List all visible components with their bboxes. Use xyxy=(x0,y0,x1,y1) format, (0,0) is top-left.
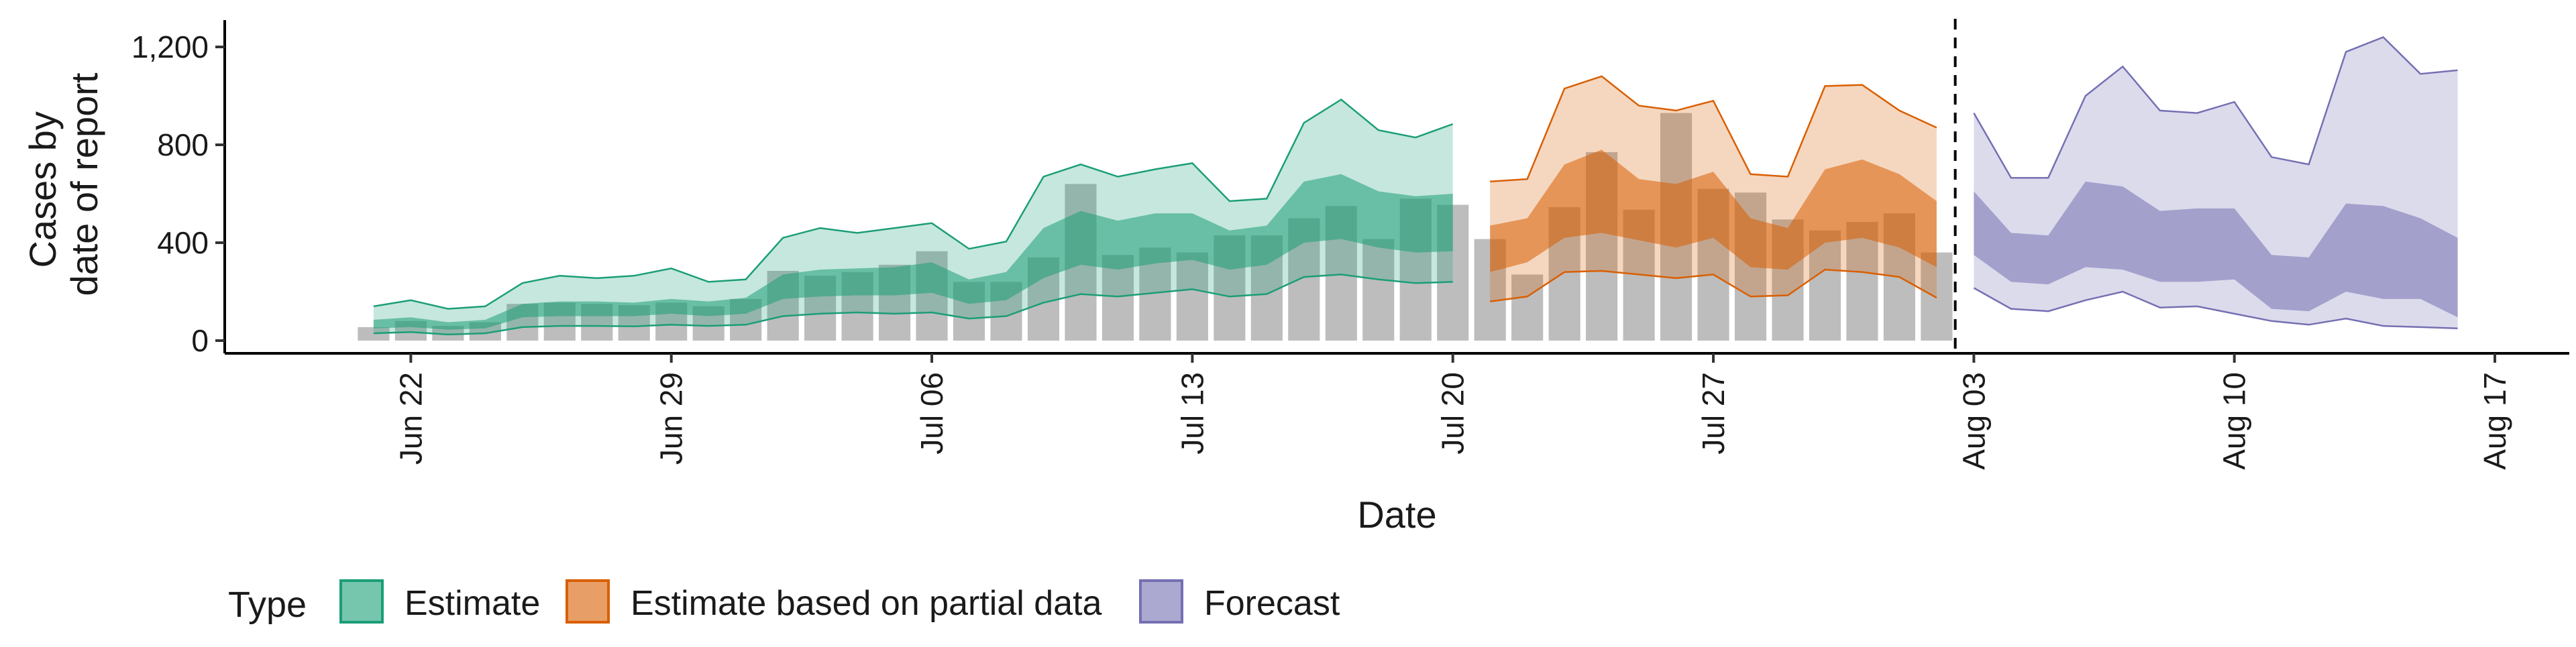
bands-layer xyxy=(373,36,2458,336)
legend-entries: Estimate Estimate based on partial data Fo… xyxy=(339,579,1340,624)
reported-case-bar xyxy=(1921,252,1953,341)
legend: Type Estimate Estimate based on partial d… xyxy=(228,579,1340,625)
y-axis-title-line-1: Cases by xyxy=(21,111,64,268)
forecast-band-50 xyxy=(1974,181,2458,318)
legend-swatch-estimate xyxy=(339,579,384,624)
estimate-band-90 xyxy=(373,99,1453,335)
x-tick-label: Jul 13 xyxy=(1175,372,1210,455)
forecast-lower-line xyxy=(1973,287,2458,330)
legend-title: Type xyxy=(228,585,307,625)
partial-data-upper-line xyxy=(1490,75,1937,183)
estimate-upper-line xyxy=(373,98,1454,310)
y-ticks: 0 400 800 1,200 xyxy=(131,30,225,358)
x-tick-label: Jun 29 xyxy=(654,372,689,465)
x-tick-label: Jul 20 xyxy=(1436,372,1470,455)
estimate-band-50 xyxy=(373,174,1453,330)
x-tick-label: Jul 27 xyxy=(1696,372,1731,455)
x-tick-label: Jul 06 xyxy=(914,372,949,455)
legend-swatch-forecast xyxy=(1139,579,1183,624)
y-axis-title: Cases by date of report xyxy=(21,72,105,296)
y-tick-label: 400 xyxy=(157,225,209,260)
y-tick-label: 800 xyxy=(157,127,209,162)
reported-case-bar xyxy=(1511,274,1544,341)
reported-case-bar xyxy=(432,326,464,341)
legend-label-estimate: Estimate xyxy=(405,584,540,623)
forecast-upper-line xyxy=(1973,36,2458,179)
partial-data-band-50 xyxy=(1490,150,1937,272)
partial-data-lower-line xyxy=(1490,268,1937,302)
axes-layer xyxy=(223,20,2569,355)
legend-swatch-partial-data xyxy=(566,579,610,624)
reported-case-bar xyxy=(1846,221,1878,341)
estimate-lower-line xyxy=(373,274,1453,336)
y-axis-title-line-2: date of report xyxy=(63,72,105,296)
x-tick-label: Aug 17 xyxy=(2477,372,2512,470)
y-tick-label: 0 xyxy=(191,323,209,358)
x-tick-label: Aug 10 xyxy=(2217,372,2252,470)
x-ticks: Jun 22 Jun 29 Jul 06 Jul 13 Jul 20 Jul 27 Aug … xyxy=(393,353,2512,470)
y-tick-label: 1,200 xyxy=(131,30,209,64)
x-tick-label: Aug 03 xyxy=(1956,372,1991,470)
x-tick-label: Jun 22 xyxy=(393,372,428,465)
legend-label-forecast: Forecast xyxy=(1204,584,1340,623)
legend-label-partial-data: Estimate based on partial data xyxy=(631,584,1102,623)
reported-case-bar xyxy=(358,327,390,341)
reported-case-bar xyxy=(1176,252,1208,341)
x-axis-title: Date xyxy=(1357,493,1436,536)
reported-case-bar xyxy=(1362,239,1395,341)
